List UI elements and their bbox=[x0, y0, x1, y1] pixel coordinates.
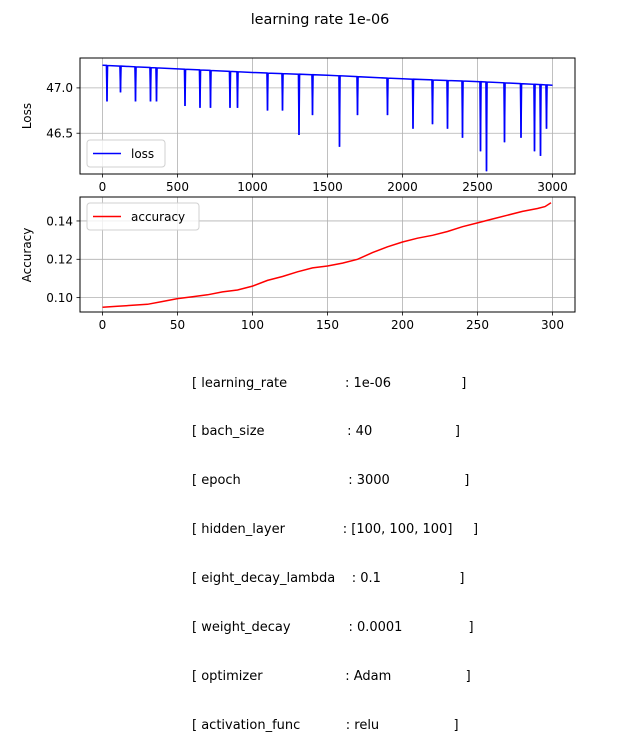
loss-axes-frame bbox=[79, 57, 576, 175]
accuracy-ytick-label: 0.12 bbox=[46, 253, 73, 267]
accuracy-xtick-label: 150 bbox=[316, 318, 339, 332]
loss-xtick-label: 1500 bbox=[312, 180, 343, 194]
accuracy-ytick-label: 0.10 bbox=[46, 291, 73, 305]
config-line: [ activation_func : relu ] bbox=[192, 717, 459, 733]
figure-title: learning rate 1e-06 bbox=[251, 12, 390, 28]
accuracy-legend-label: accuracy bbox=[131, 210, 185, 224]
loss-xtick-label: 3000 bbox=[537, 180, 568, 194]
config-line: [ epoch : 3000 ] bbox=[192, 473, 470, 489]
accuracy-legend: accuracy bbox=[86, 202, 200, 231]
loss-xtick-label: 2000 bbox=[387, 180, 418, 194]
config-line: [ learning_rate : 1e-06 ] bbox=[192, 375, 467, 391]
loss-xtick-label: 500 bbox=[166, 180, 189, 194]
config-block: [ learning_rate : 1e-06 ] [ bach_size : … bbox=[192, 343, 478, 750]
accuracy-ytick-label: 0.14 bbox=[46, 214, 73, 228]
loss-series bbox=[102, 64, 553, 172]
accuracy-xtick-label: 300 bbox=[541, 318, 564, 332]
loss-ticks: 0 500 1000 1500 2000 2500 3000 46.5 47.0 bbox=[46, 81, 567, 194]
loss-panel: Loss 0 500 1000 1500 2000 2500 3000 46.5 47.0 lo… bbox=[20, 57, 576, 194]
accuracy-axes-frame bbox=[79, 196, 576, 313]
accuracy-xtick-label: 250 bbox=[466, 318, 489, 332]
loss-legend-label: loss bbox=[131, 147, 154, 161]
loss-ytick-label: 47.0 bbox=[46, 81, 73, 95]
loss-xtick-label: 2500 bbox=[462, 180, 493, 194]
loss-xtick-label: 0 bbox=[99, 180, 107, 194]
accuracy-ticks: 0 50 100 150 200 250 300 0.10 0.12 0.14 bbox=[46, 214, 564, 332]
loss-grid bbox=[80, 58, 575, 174]
accuracy-panel: Accuracy 0 50 100 150 200 250 3000.100.120.14 … bbox=[20, 196, 576, 332]
accuracy-legend-box bbox=[86, 202, 200, 231]
loss-ylabel: Loss bbox=[20, 103, 34, 129]
loss-ytick-label: 46.5 bbox=[46, 127, 73, 141]
accuracy-series bbox=[102, 202, 552, 308]
figure: learning rate 1e-06 Loss 0 500 1000 1500 200… bbox=[20, 12, 576, 332]
config-line: [ optimizer : Adam ] bbox=[192, 668, 471, 684]
accuracy-xtick-label: 50 bbox=[170, 318, 185, 332]
loss-legend: loss bbox=[86, 139, 166, 168]
accuracy-xtick-label: 0 bbox=[99, 318, 107, 332]
config-line: [ hidden_layer : [100, 100, 100] ] bbox=[192, 522, 479, 538]
accuracy-xtick-label: 100 bbox=[241, 318, 264, 332]
loss-legend-box bbox=[86, 139, 166, 168]
accuracy-ylabel: Accuracy bbox=[20, 228, 34, 283]
config-line: [ eight_decay_lambda : 0.1 ] bbox=[192, 571, 465, 587]
config-line: [ bach_size : 40 ] bbox=[192, 424, 460, 440]
accuracy-line bbox=[102, 202, 552, 308]
loss-xtick-label: 1000 bbox=[237, 180, 268, 194]
accuracy-xtick-label: 200 bbox=[391, 318, 414, 332]
config-line: [ weight_decay : 0.0001 ] bbox=[192, 620, 474, 636]
